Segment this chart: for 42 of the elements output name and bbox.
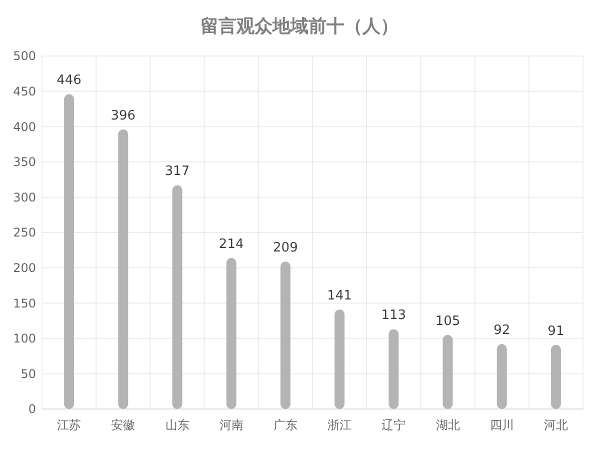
data-label: 396: [110, 108, 136, 124]
y-tick-label: 250: [13, 226, 36, 240]
y-tick-label: 450: [13, 84, 36, 98]
chart-title: 留言观众地域前十（人）: [200, 16, 398, 37]
y-tick-label: 100: [13, 332, 36, 346]
y-tick-label: 350: [13, 155, 36, 170]
data-label: 91: [548, 324, 564, 339]
bar: [496, 344, 507, 409]
x-tick-label: 江苏: [57, 418, 82, 432]
data-label: 446: [56, 73, 82, 88]
data-label: 141: [327, 288, 352, 304]
y-tick-label: 400: [13, 120, 36, 134]
x-tick-label: 河北: [544, 418, 568, 432]
y-tick-label: 50: [20, 366, 36, 381]
bar: [280, 261, 290, 409]
x-tick-label: 广东: [273, 418, 298, 432]
x-tick-label: 河南: [219, 418, 244, 432]
data-label: 209: [273, 240, 298, 256]
y-tick-label: 500: [13, 49, 36, 64]
bar: [64, 94, 74, 409]
bar: [334, 309, 345, 409]
data-label: 214: [218, 236, 244, 252]
data-label: 113: [381, 308, 406, 324]
x-tick-label: 山东: [165, 418, 190, 432]
y-tick-label: 150: [13, 296, 36, 310]
bar: [226, 258, 236, 409]
bar: [550, 344, 561, 409]
x-tick-label: 安徽: [111, 418, 136, 432]
x-tick-label: 湖北: [436, 418, 460, 432]
y-tick-label: 300: [13, 190, 36, 204]
data-label: 317: [164, 164, 190, 180]
data-label: 92: [494, 323, 510, 338]
bar: [118, 129, 128, 409]
y-tick-label: 0: [28, 402, 36, 416]
x-tick-label: 辽宁: [382, 418, 406, 432]
y-tick-label: 200: [13, 261, 36, 275]
bar: [442, 334, 453, 409]
bar: [172, 185, 182, 409]
bar: [388, 329, 399, 409]
x-tick-label: 四川: [490, 418, 514, 432]
data-label: 105: [435, 314, 460, 329]
x-tick-label: 浙江: [328, 418, 352, 432]
